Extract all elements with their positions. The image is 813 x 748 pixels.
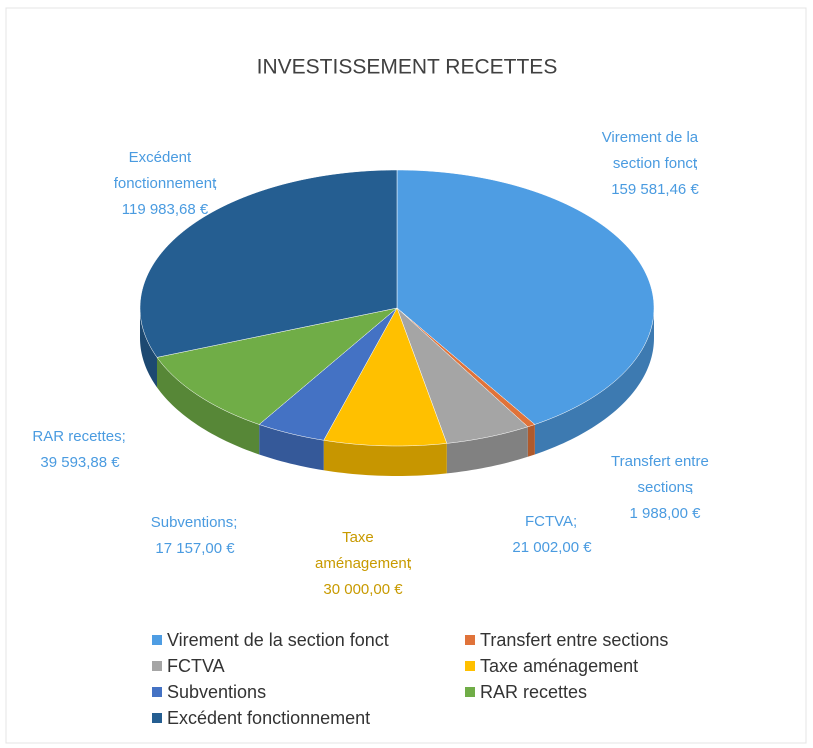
data-label-value: 30 000,00 € bbox=[323, 581, 403, 598]
slice-side bbox=[259, 424, 324, 471]
legend-label: Excédent fonctionnement bbox=[167, 708, 370, 728]
legend-swatch bbox=[152, 635, 162, 645]
legend-swatch bbox=[465, 687, 475, 697]
slice bbox=[156, 307, 398, 425]
data-label-name: Subventions bbox=[151, 514, 234, 531]
data-label-name: Transfert entre sections bbox=[611, 453, 713, 496]
legend-label: Transfert entre sections bbox=[480, 630, 668, 650]
data-label-value: 17 157,00 € bbox=[155, 540, 235, 557]
data-label-separator: ; bbox=[122, 428, 126, 445]
data-label-name: FCTVA bbox=[525, 513, 573, 530]
slice bbox=[396, 169, 655, 425]
data-label-name: RAR recettes bbox=[32, 428, 121, 445]
legend-swatch bbox=[152, 661, 162, 671]
legend-swatch bbox=[465, 661, 475, 671]
legend-label: Taxe aménagement bbox=[480, 656, 638, 676]
slice bbox=[396, 307, 529, 444]
data-label-value: 119 983,68 € bbox=[122, 201, 209, 218]
slice-side bbox=[527, 424, 535, 457]
data-label-value: 21 002,00 € bbox=[512, 539, 592, 556]
data-label-name: Virement de la section fonct bbox=[602, 129, 703, 172]
data-label-name: Taxe aménagement bbox=[315, 529, 412, 572]
legend-label: Virement de la section fonct bbox=[167, 630, 389, 650]
legend-swatch bbox=[152, 687, 162, 697]
legend-swatch bbox=[152, 713, 162, 723]
slice-side bbox=[534, 308, 654, 455]
data-label-value: 1 988,00 € bbox=[630, 505, 702, 522]
legend-label: RAR recettes bbox=[480, 682, 587, 702]
data-label-separator: ; bbox=[213, 175, 217, 192]
data-label-separator: ; bbox=[694, 155, 698, 172]
slice bbox=[323, 307, 448, 447]
chart-title: INVESTISSEMENT RECETTES bbox=[257, 56, 558, 79]
data-label-separator: ; bbox=[233, 514, 237, 531]
slice bbox=[139, 169, 398, 358]
legend-swatch bbox=[465, 635, 475, 645]
data-label-separator: ; bbox=[573, 513, 577, 530]
slice-side bbox=[140, 308, 157, 388]
data-label-name: Excédent fonctionnement bbox=[114, 149, 217, 192]
legend-label: FCTVA bbox=[167, 656, 225, 676]
data-label-separator: ; bbox=[690, 479, 694, 496]
slice-side bbox=[156, 357, 260, 455]
slice bbox=[258, 307, 398, 441]
legend-label: Subventions bbox=[167, 682, 266, 702]
slice-side bbox=[323, 440, 447, 476]
data-label-separator: ; bbox=[408, 555, 412, 572]
data-label-value: 159 581,46 € bbox=[611, 181, 699, 198]
slice-side bbox=[446, 426, 528, 474]
data-label-value: 39 593,88 € bbox=[40, 454, 120, 471]
